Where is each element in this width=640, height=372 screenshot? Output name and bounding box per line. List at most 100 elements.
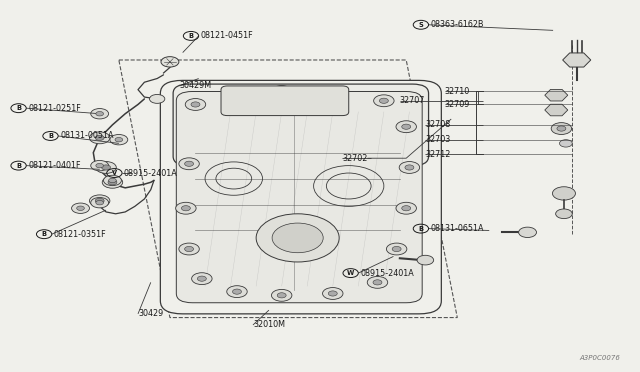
Circle shape <box>161 57 179 67</box>
Text: A3P0C0076: A3P0C0076 <box>579 355 620 361</box>
Polygon shape <box>545 104 568 116</box>
Circle shape <box>232 93 241 98</box>
Circle shape <box>95 198 104 203</box>
Text: B: B <box>42 231 47 237</box>
Polygon shape <box>563 53 591 67</box>
Circle shape <box>552 187 575 200</box>
Circle shape <box>72 203 90 214</box>
Text: 32707: 32707 <box>400 96 425 105</box>
Circle shape <box>110 135 128 145</box>
Circle shape <box>323 288 343 299</box>
Circle shape <box>150 94 165 103</box>
Text: 08121-0401F: 08121-0401F <box>28 161 81 170</box>
Text: V: V <box>112 170 117 176</box>
Circle shape <box>191 273 212 285</box>
Circle shape <box>91 109 109 119</box>
Text: B: B <box>16 105 21 111</box>
Circle shape <box>102 176 123 188</box>
Circle shape <box>271 289 292 301</box>
Text: 08121-0351F: 08121-0351F <box>54 230 106 239</box>
Circle shape <box>272 223 323 253</box>
Circle shape <box>109 178 116 183</box>
Text: B: B <box>189 33 193 39</box>
FancyBboxPatch shape <box>161 80 442 314</box>
Circle shape <box>232 289 241 294</box>
Text: 08121-0251F: 08121-0251F <box>28 104 81 113</box>
Circle shape <box>227 89 247 101</box>
Circle shape <box>179 158 199 170</box>
Circle shape <box>373 280 382 285</box>
Circle shape <box>179 243 199 255</box>
FancyBboxPatch shape <box>173 84 429 166</box>
Circle shape <box>277 293 286 298</box>
Text: W: W <box>347 270 355 276</box>
Text: 32712: 32712 <box>426 150 451 159</box>
Circle shape <box>380 98 388 103</box>
Text: 32702: 32702 <box>342 154 368 163</box>
Text: B: B <box>48 133 53 139</box>
Circle shape <box>90 195 110 207</box>
Circle shape <box>551 123 572 135</box>
Circle shape <box>271 86 292 97</box>
FancyBboxPatch shape <box>221 86 349 116</box>
Circle shape <box>396 121 417 133</box>
Polygon shape <box>545 89 568 101</box>
Text: 32703: 32703 <box>426 135 451 144</box>
Circle shape <box>77 206 84 211</box>
Circle shape <box>108 180 117 185</box>
Text: 32709: 32709 <box>445 100 470 109</box>
Circle shape <box>328 91 337 96</box>
Circle shape <box>191 102 200 107</box>
Text: 08363-6162B: 08363-6162B <box>431 20 484 29</box>
Circle shape <box>185 99 205 110</box>
Text: 30429M: 30429M <box>179 81 212 90</box>
Text: 08121-0451F: 08121-0451F <box>200 31 253 41</box>
Circle shape <box>387 243 407 255</box>
Circle shape <box>102 165 111 170</box>
Circle shape <box>323 87 343 99</box>
Circle shape <box>396 202 417 214</box>
Circle shape <box>95 135 104 140</box>
Circle shape <box>184 246 193 251</box>
Circle shape <box>96 161 116 173</box>
Circle shape <box>556 209 572 219</box>
Circle shape <box>90 132 110 144</box>
Circle shape <box>277 89 286 94</box>
Circle shape <box>399 161 420 173</box>
Circle shape <box>227 286 247 298</box>
Circle shape <box>328 291 337 296</box>
Text: 08131-0051A: 08131-0051A <box>60 131 113 141</box>
Circle shape <box>559 140 572 147</box>
Text: 32710: 32710 <box>445 87 470 96</box>
Text: 08915-2401A: 08915-2401A <box>124 169 178 177</box>
Text: 08915-2401A: 08915-2401A <box>360 269 414 278</box>
Circle shape <box>181 206 190 211</box>
Circle shape <box>374 95 394 107</box>
Circle shape <box>256 214 339 262</box>
Circle shape <box>175 202 196 214</box>
Text: 32010M: 32010M <box>253 321 285 330</box>
Text: S: S <box>419 22 423 28</box>
Circle shape <box>96 163 104 168</box>
Circle shape <box>104 175 122 186</box>
Circle shape <box>115 137 123 142</box>
Text: 30429: 30429 <box>138 310 163 318</box>
Circle shape <box>392 246 401 251</box>
Circle shape <box>91 198 109 208</box>
Circle shape <box>402 206 411 211</box>
Circle shape <box>402 124 411 129</box>
Circle shape <box>557 126 566 131</box>
Text: 08131-0651A: 08131-0651A <box>431 224 484 233</box>
Circle shape <box>367 276 388 288</box>
Circle shape <box>91 160 109 171</box>
Circle shape <box>184 161 193 166</box>
FancyBboxPatch shape <box>176 92 422 303</box>
Circle shape <box>197 276 206 281</box>
Circle shape <box>405 165 414 170</box>
Circle shape <box>96 201 104 205</box>
Circle shape <box>518 227 536 237</box>
Text: 32708: 32708 <box>426 121 451 129</box>
Text: B: B <box>16 163 21 169</box>
Text: B: B <box>419 226 424 232</box>
Circle shape <box>96 112 104 116</box>
